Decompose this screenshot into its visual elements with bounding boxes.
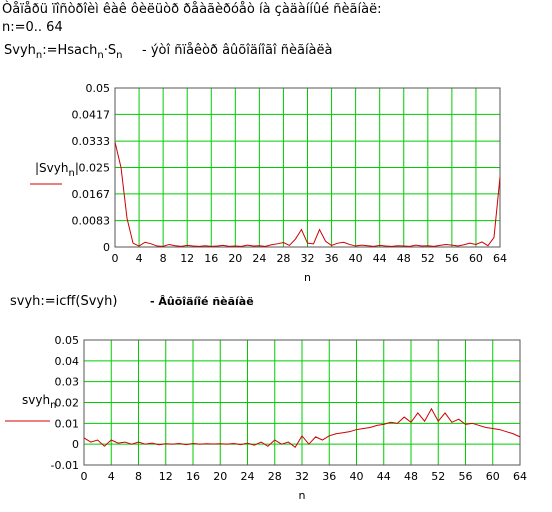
x-tick-label: 4 [136, 252, 143, 265]
y-tick-label: 0.05 [86, 82, 111, 95]
y-tick-label: 0.02 [55, 397, 80, 410]
x-tick-label: 56 [459, 470, 473, 483]
y-tick-label: 0.04 [55, 355, 80, 368]
x-tick-label: 24 [252, 252, 266, 265]
x-axis-label: n [299, 489, 306, 502]
comment: - Âûõîäíîé ñèãíàë [150, 295, 254, 308]
x-tick-label: 28 [268, 470, 282, 483]
x-tick-label: 12 [180, 252, 194, 265]
y-axis-label-part: svyh [22, 393, 50, 407]
comment: - ýòî ñïåêòð âûõîäíîãî ñèãíàëà [142, 43, 333, 58]
x-tick-label: 8 [135, 470, 142, 483]
x-tick-label: 44 [377, 470, 391, 483]
formula: Svyhn:=Hsachn·Sn [4, 43, 123, 61]
x-tick-label: 0 [81, 470, 88, 483]
x-tick-label: 24 [241, 470, 255, 483]
y-tick-label: 0.0417 [72, 108, 111, 121]
x-tick-label: 44 [373, 252, 387, 265]
x-tick-label: 36 [325, 252, 339, 265]
x-tick-label: 36 [322, 470, 336, 483]
formula-sub: n [36, 50, 42, 61]
y-tick-label: 0.0083 [72, 215, 111, 228]
x-tick-label: 48 [397, 252, 411, 265]
y-tick-label: 0.0333 [72, 135, 111, 148]
y-tick-label: 0.0167 [72, 188, 111, 201]
x-tick-label: 20 [228, 252, 242, 265]
x-tick-label: 52 [421, 252, 435, 265]
y-tick-label: 0.05 [55, 334, 80, 347]
y-axis-label-part: | [75, 161, 79, 175]
x-tick-label: 8 [160, 252, 167, 265]
x-tick-label: 12 [159, 470, 173, 483]
x-tick-label: 64 [493, 252, 507, 265]
data-line [114, 141, 501, 247]
y-tick-label: 0.025 [79, 162, 111, 175]
y-tick-label: -0.01 [51, 459, 79, 472]
formula-sub: n [116, 50, 122, 61]
x-tick-label: 20 [213, 470, 227, 483]
formula-part: Svyh [4, 43, 36, 58]
y-tick-label: 0.01 [55, 417, 80, 430]
formula-part: :=Hsach [42, 43, 97, 58]
x-axis-label: n [304, 271, 311, 284]
x-tick-label: 56 [445, 252, 459, 265]
formula-part: ·S [104, 43, 116, 58]
y-tick-label: 0 [72, 438, 79, 451]
y-tick-label: 0.03 [55, 376, 80, 389]
data-line [83, 407, 521, 449]
y-axis-label: |Svyhn| [35, 161, 79, 179]
plot-frame [114, 87, 501, 248]
x-tick-label: 64 [513, 470, 527, 483]
x-tick-label: 28 [276, 252, 290, 265]
y-tick-label: 0 [103, 241, 110, 254]
range-def: n:=0.. 64 [2, 20, 63, 35]
x-tick-label: 40 [350, 470, 364, 483]
x-tick-label: 60 [486, 470, 500, 483]
x-tick-label: 16 [186, 470, 200, 483]
formula-sub: n [97, 50, 103, 61]
x-tick-label: 4 [108, 470, 115, 483]
x-tick-label: 0 [112, 252, 119, 265]
x-tick-label: 32 [301, 252, 315, 265]
x-tick-label: 48 [404, 470, 418, 483]
y-axis-label-sub: n [50, 400, 56, 411]
intro-text: Òåïåðü ïîñòðîèì êàê ôèëüòð ðåàãèðóåò íà … [2, 1, 381, 17]
x-tick-label: 40 [349, 252, 363, 265]
formula: svyh:=icff(Svyh) [10, 294, 117, 309]
y-axis-label-part: |Svyh [35, 161, 68, 175]
x-tick-label: 52 [431, 470, 445, 483]
y-axis-label: svyhn [22, 393, 56, 411]
x-tick-label: 16 [204, 252, 218, 265]
x-tick-label: 32 [295, 470, 309, 483]
y-axis-label-sub: n [68, 168, 74, 179]
plot-frame [83, 339, 521, 466]
x-tick-label: 60 [469, 252, 483, 265]
